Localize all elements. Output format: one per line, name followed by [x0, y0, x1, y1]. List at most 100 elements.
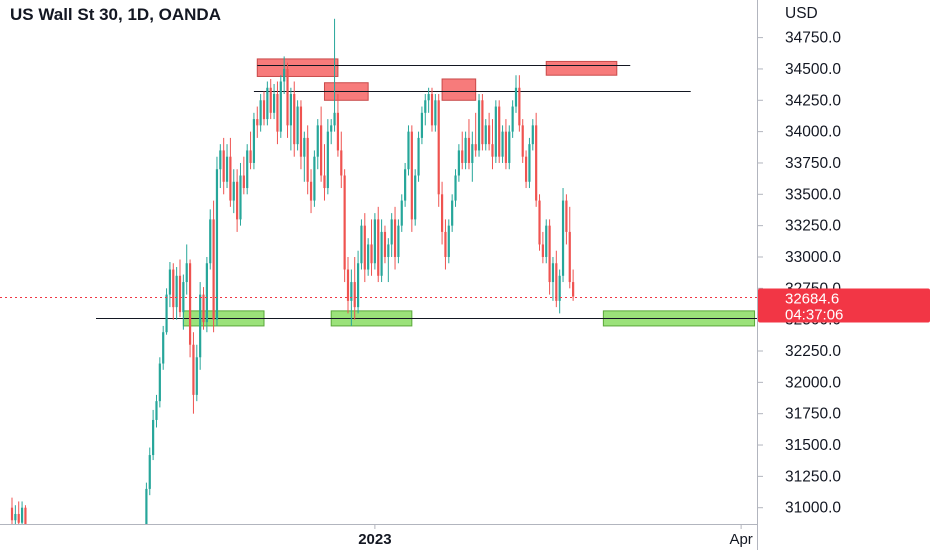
candle-down — [343, 175, 346, 270]
candle-up — [246, 150, 249, 189]
candle-up — [561, 200, 565, 276]
candle-up — [313, 156, 316, 201]
candle-up — [283, 68, 286, 82]
candle-down — [555, 263, 558, 301]
candles-layer — [10, 18, 575, 524]
candle-up — [514, 87, 518, 107]
candle-down — [498, 106, 501, 157]
candle-down — [541, 244, 544, 257]
bar-countdown: 04:37:06 — [785, 307, 843, 324]
resistance-zone-2 — [441, 78, 477, 101]
candle-up — [182, 282, 185, 313]
candle-up — [407, 131, 410, 170]
candle-up — [484, 125, 487, 145]
candle-up — [266, 87, 269, 120]
candle-down — [565, 200, 568, 232]
candle-up — [219, 150, 222, 170]
candle-up — [451, 200, 454, 226]
candle-down — [323, 175, 326, 189]
candle-down — [491, 144, 494, 157]
candle-up — [380, 231, 383, 276]
candle-up — [232, 181, 235, 201]
candle-up — [303, 137, 306, 157]
candle-up — [326, 131, 329, 189]
price-tick-label: 34500.0 — [785, 61, 841, 78]
candle-up — [367, 244, 370, 270]
candle-down — [353, 282, 356, 308]
candle-up — [145, 488, 148, 524]
candle-down — [488, 125, 491, 145]
candle-up — [165, 294, 168, 333]
candle-down — [437, 100, 440, 195]
candle-down — [340, 150, 343, 176]
candle-down — [202, 294, 205, 323]
candle-down — [309, 181, 313, 201]
candle-down — [276, 94, 279, 132]
candle-up — [316, 125, 319, 157]
price-tick-label: 32250.0 — [785, 343, 841, 360]
candle-down — [17, 513, 20, 523]
candle-up — [464, 137, 467, 163]
candle-up — [494, 106, 497, 157]
candle-down — [410, 131, 413, 220]
chart-title: US Wall St 30, 1D, OANDA — [10, 5, 221, 24]
candle-down — [440, 194, 444, 232]
candle-down — [538, 200, 541, 245]
candle-down — [393, 219, 397, 257]
candle-down — [229, 156, 232, 201]
candle-down — [286, 68, 289, 126]
candle-down — [299, 106, 303, 157]
candle-down — [192, 344, 195, 395]
price-tick-label: 33250.0 — [785, 218, 841, 235]
price-tick-label: 31750.0 — [785, 406, 841, 423]
candle-up — [528, 144, 531, 182]
candle-up — [414, 175, 417, 220]
candle-down — [474, 144, 477, 151]
candle-down — [336, 112, 340, 151]
time-tick-label: Apr — [729, 531, 752, 548]
candle-down — [504, 131, 508, 163]
candle-down — [24, 507, 27, 524]
candle-down — [548, 225, 551, 283]
candle-up — [168, 269, 172, 295]
candle-down — [249, 150, 252, 163]
candle-up — [434, 100, 437, 126]
candle-up — [152, 419, 155, 456]
candle-up — [390, 219, 393, 245]
candle-down — [535, 125, 538, 201]
candle-up — [551, 263, 555, 283]
time-axis[interactable]: 2023 Apr — [358, 525, 753, 548]
price-tick-label: 34750.0 — [785, 30, 841, 47]
candle-up — [225, 156, 229, 182]
candle-up — [20, 507, 24, 523]
candle-up — [209, 219, 212, 264]
candle-up — [457, 150, 460, 176]
candle-up — [289, 94, 292, 126]
candle-up — [454, 175, 457, 201]
candle-up — [531, 125, 534, 145]
candle-down — [262, 100, 266, 120]
currency-label: USD — [785, 5, 818, 22]
candle-up — [272, 94, 276, 113]
candle-up — [199, 294, 202, 358]
candle-up — [279, 81, 282, 132]
candle-up — [400, 200, 403, 226]
candle-up — [296, 106, 299, 145]
candle-up — [545, 225, 548, 257]
candle-up — [373, 219, 376, 264]
candle-down — [346, 269, 350, 301]
candle-up — [158, 363, 161, 402]
candle-up — [14, 513, 17, 521]
candle-down — [461, 150, 464, 163]
candle-down — [222, 150, 225, 182]
candle-up — [330, 125, 333, 132]
candle-up — [215, 169, 219, 320]
candle-up — [333, 112, 336, 126]
price-axis[interactable]: 31000.0 31250.0 31500.0 31750.0 32000.0 32250… — [758, 30, 841, 517]
candle-down — [242, 175, 245, 189]
candle-up — [185, 263, 188, 283]
price-tick-label: 33500.0 — [785, 186, 841, 203]
price-tick-label: 32000.0 — [785, 374, 841, 391]
candle-down — [521, 125, 524, 157]
